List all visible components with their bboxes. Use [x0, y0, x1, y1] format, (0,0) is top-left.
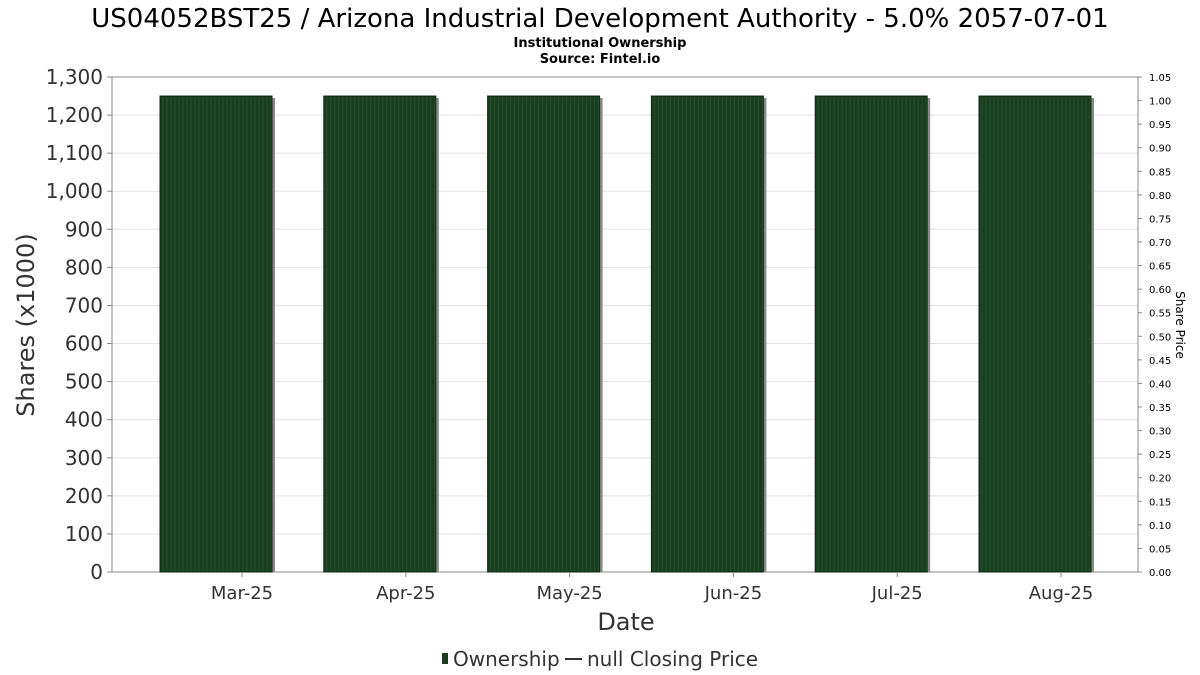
- x-axis-ticks: Mar-25 Apr-25 May-25 Jun-25 Jul-25 Aug-25: [211, 572, 1093, 604]
- y2-tick-label: 0.05: [1149, 544, 1171, 555]
- y2-tick-label: 0.55: [1149, 309, 1171, 320]
- y-tick-label: 300: [65, 446, 103, 470]
- y2-tick-label: 1.05: [1149, 73, 1171, 84]
- bar-stripes: [326, 97, 436, 571]
- chart-title: US04052BST25 / Arizona Industrial Develo…: [91, 4, 1108, 34]
- y-axis-ticks: 0 100 200 300 400 500 600 700 800 900 1,000 1,100 1,…: [46, 65, 112, 584]
- y2-axis-label: Share Price: [1173, 291, 1187, 359]
- y2-tick-label: 0.20: [1149, 474, 1171, 485]
- y2-tick-label: 0.65: [1149, 262, 1171, 273]
- y2-tick-label: 0.40: [1149, 379, 1171, 390]
- y-tick-label: 700: [65, 293, 103, 317]
- y-tick-label: 0: [90, 560, 103, 584]
- bar-stripes: [653, 97, 763, 571]
- x-tick-label: Mar-25: [211, 583, 273, 604]
- y-tick-label: 800: [65, 255, 103, 279]
- y2-tick-label: 0.45: [1149, 356, 1171, 367]
- x-tick-label: May-25: [536, 583, 602, 604]
- y-tick-label: 1,100: [46, 141, 103, 165]
- bar-stripes: [162, 97, 272, 571]
- y2-tick-label: 0.30: [1149, 427, 1171, 438]
- y2-tick-label: 0.60: [1149, 285, 1171, 296]
- plot-area: [111, 76, 1139, 573]
- legend-ownership-swatch: [442, 653, 448, 664]
- y-axis-label: Shares (x1000): [12, 233, 40, 416]
- y2-axis-ticks: 0.00 0.05 0.10 0.15 0.20 0.25 0.30 0.35 0.40 0.45…: [1138, 73, 1171, 579]
- y2-tick-label: 0.80: [1149, 191, 1171, 202]
- y2-tick-label: 0.95: [1149, 120, 1171, 131]
- y2-tick-label: 0.70: [1149, 238, 1171, 249]
- chart-source: Source: Fintel.io: [540, 52, 661, 67]
- y2-tick-label: 0.35: [1149, 403, 1171, 414]
- y-tick-label: 200: [65, 484, 103, 508]
- x-tick-label: Jul-25: [871, 583, 923, 604]
- x-tick-label: Apr-25: [376, 583, 435, 604]
- x-axis-label: Date: [597, 608, 654, 636]
- legend-ownership-label: Ownership: [453, 647, 560, 671]
- y2-tick-label: 0.00: [1149, 568, 1171, 579]
- legend: Ownership null Closing Price: [442, 647, 758, 671]
- legend-price-label: null Closing Price: [587, 647, 758, 671]
- y-tick-label: 500: [65, 370, 103, 394]
- x-tick-label: Aug-25: [1029, 583, 1094, 604]
- y2-tick-label: 0.10: [1149, 521, 1171, 532]
- y-tick-label: 1,300: [46, 65, 103, 89]
- y2-tick-label: 0.85: [1149, 167, 1171, 178]
- y-tick-label: 1,000: [46, 179, 103, 203]
- bar-stripes: [490, 97, 600, 571]
- y2-tick-label: 0.25: [1149, 450, 1171, 461]
- y-tick-label: 900: [65, 217, 103, 241]
- y2-tick-label: 0.75: [1149, 214, 1171, 225]
- y-tick-label: 600: [65, 332, 103, 356]
- x-tick-label: Jun-25: [704, 583, 763, 604]
- bar-stripes: [981, 97, 1091, 571]
- y2-tick-label: 0.15: [1149, 497, 1171, 508]
- bar-stripes: [817, 97, 927, 571]
- y-tick-label: 1,200: [46, 103, 103, 127]
- y-tick-label: 400: [65, 408, 103, 432]
- y2-tick-label: 1.00: [1149, 97, 1171, 108]
- chart-subtitle: Institutional Ownership: [514, 36, 687, 51]
- y-tick-label: 100: [65, 522, 103, 546]
- y2-tick-label: 0.50: [1149, 332, 1171, 343]
- y2-tick-label: 0.90: [1149, 144, 1171, 155]
- bars: [159, 95, 1094, 573]
